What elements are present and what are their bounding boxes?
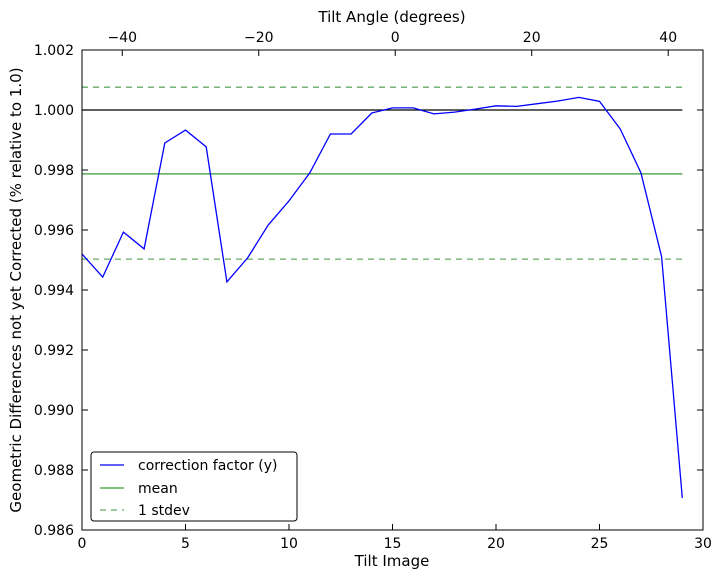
x-tick-label: 0 [78,536,87,552]
y-tick-label: 0.996 [34,223,74,239]
top-x-tick-label: 40 [659,30,677,46]
y-tick-label: 0.986 [34,523,74,539]
y-tick-label: 1.002 [34,43,74,59]
axis-ticks: 0 5 10 15 20 25 30 0.986 0.988 0.990 0.992 0.994 0.9… [34,30,712,552]
top-x-axis-label: Tilt Angle (degrees) [317,8,465,26]
y-tick-label: 0.994 [34,283,74,299]
x-tick-label: 10 [280,536,298,552]
legend-label-correction: correction factor (y) [138,458,277,474]
y-tick-label: 0.992 [34,343,74,359]
y-axis-label: Geometric Differences not yet Corrected … [7,67,25,512]
correction-factor-line [81,96,683,498]
legend-box [90,451,298,522]
legend-label-mean: mean [138,481,178,497]
x-tick-label: 20 [487,536,505,552]
x-tick-label: 25 [591,536,609,552]
top-x-tick-label: −20 [244,30,274,46]
top-x-tick-label: 20 [523,30,541,46]
y-tick-label: 0.998 [34,163,74,179]
y-tick-label: 0.988 [34,463,74,479]
x-tick-label: 15 [384,536,402,552]
y-tick-label: 0.990 [34,403,74,419]
plot-marks [81,86,683,498]
top-x-tick-label: −40 [107,30,137,46]
legend: correction factor (y) mean 1 stdev [90,451,298,522]
legend-label-stdev: 1 stdev [138,503,190,519]
y-tick-label: 1.000 [34,103,74,119]
x-axis-label: Tilt Image [354,552,430,570]
x-tick-label: 5 [181,536,190,552]
x-tick-label: 30 [694,536,712,552]
top-x-tick-label: 0 [391,30,400,46]
